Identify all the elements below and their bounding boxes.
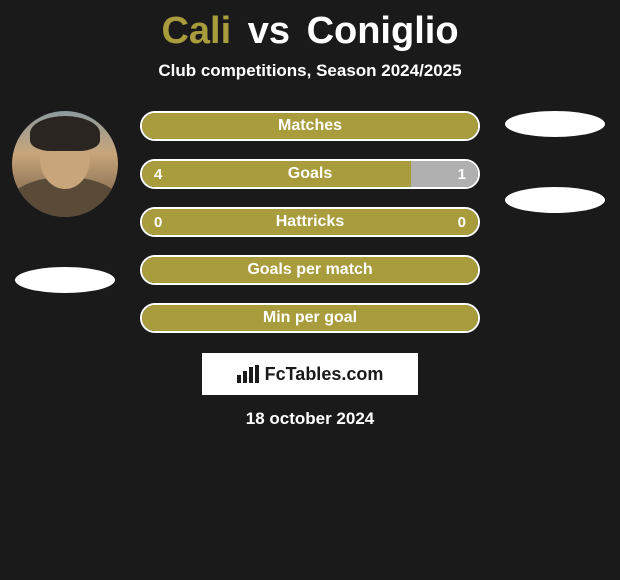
stat-value-left: 0 [154, 214, 162, 231]
player2-column [500, 111, 610, 213]
watermark-text: FcTables.com [265, 364, 384, 385]
stat-label: Hattricks [276, 213, 344, 231]
player1-column [10, 111, 120, 293]
player2-name-badge [505, 111, 605, 137]
main-container: Cali vs Coniglio Club competitions, Seas… [0, 0, 620, 439]
stat-value-right: 1 [458, 166, 466, 183]
watermark: FcTables.com [202, 353, 418, 395]
stat-hattricks: 0 Hattricks 0 [140, 207, 480, 237]
player2-name: Coniglio [307, 10, 459, 52]
stat-min-per-goal: Min per goal [140, 303, 480, 333]
player1-avatar [12, 111, 118, 217]
vs-text: vs [248, 10, 290, 52]
stat-label: Min per goal [263, 309, 357, 327]
player1-name-badge [15, 267, 115, 293]
page-title: Cali vs Coniglio [161, 10, 458, 53]
stats-column: Matches 4 Goals 1 0 Hattricks 0 Goals pe… [140, 111, 480, 333]
stat-label: Matches [278, 117, 342, 135]
stat-fill-left [142, 161, 411, 187]
stat-matches: Matches [140, 111, 480, 141]
stat-fill-right [411, 161, 478, 187]
player2-name-badge-2 [505, 187, 605, 213]
comparison-row: Matches 4 Goals 1 0 Hattricks 0 Goals pe… [0, 111, 620, 333]
stat-label: Goals per match [247, 261, 372, 279]
stat-goals: 4 Goals 1 [140, 159, 480, 189]
stat-label: Goals [288, 165, 332, 183]
subtitle: Club competitions, Season 2024/2025 [158, 61, 461, 81]
stat-value-right: 0 [458, 214, 466, 231]
stat-goals-per-match: Goals per match [140, 255, 480, 285]
chart-icon [237, 365, 261, 383]
player1-name: Cali [161, 10, 231, 52]
date-text: 18 october 2024 [246, 409, 375, 429]
stat-value-left: 4 [154, 166, 162, 183]
